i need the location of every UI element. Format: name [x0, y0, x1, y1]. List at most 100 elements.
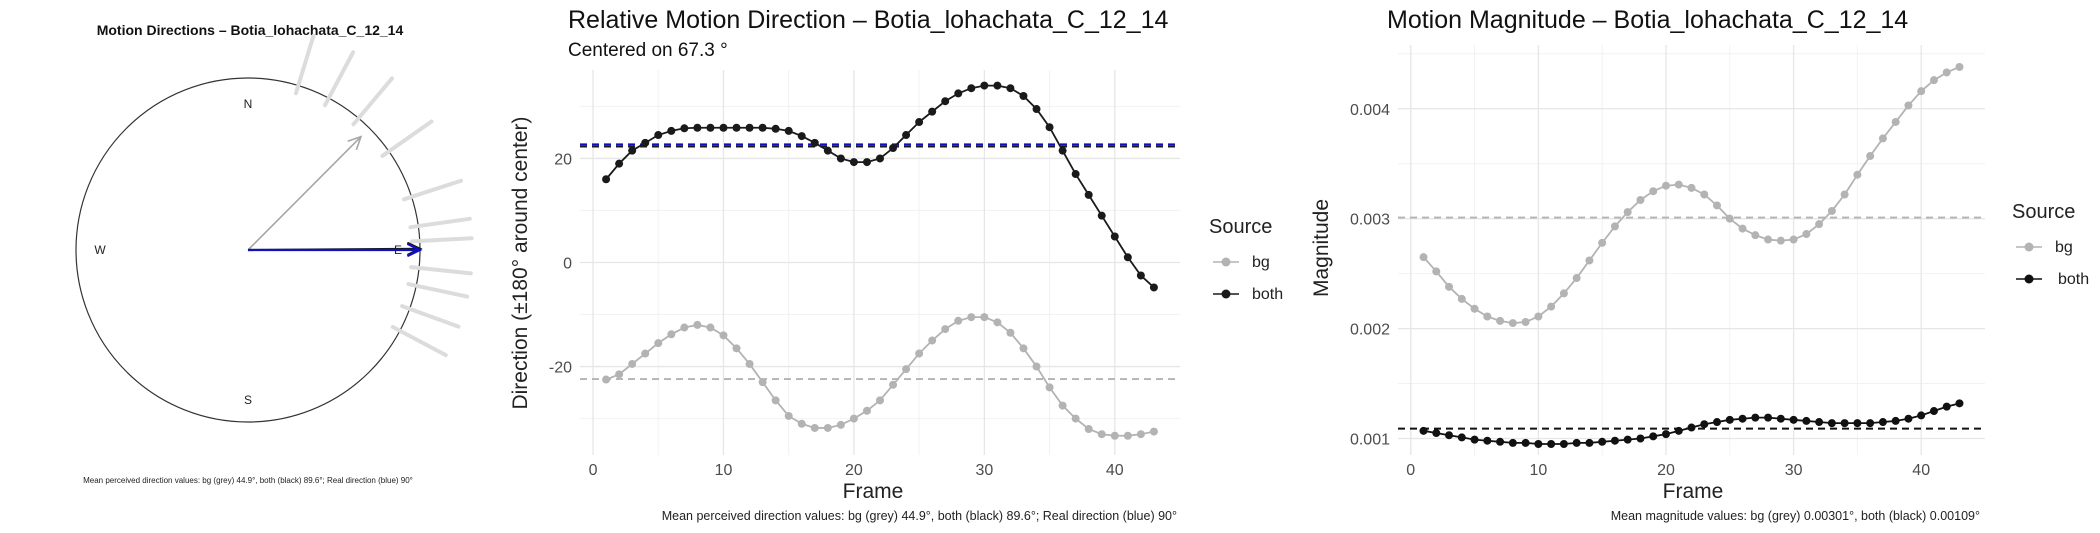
data-point-both [1827, 419, 1836, 428]
magnitude-legend-marker-bg [2024, 242, 2034, 252]
x-tick-label: 40 [1912, 462, 1930, 479]
data-point-both [628, 146, 637, 155]
magnitude-title: Motion Magnitude – Botia_lohachata_C_12_… [1387, 6, 1908, 34]
data-point-both [1432, 429, 1441, 438]
data-point-both [889, 144, 898, 153]
magnitude-series [1419, 62, 1964, 449]
x-tick-label: 20 [845, 462, 863, 479]
data-point-both [693, 123, 702, 132]
data-point-bg [810, 423, 819, 432]
data-point-both [1738, 414, 1747, 423]
data-point-both [1058, 146, 1067, 155]
data-point-both [993, 81, 1002, 90]
data-point-bg [1136, 430, 1145, 439]
data-point-bg [758, 378, 767, 387]
compass-outer-ray-7 [409, 265, 473, 276]
data-point-bg [1917, 87, 1926, 96]
data-point-both [1547, 440, 1556, 449]
data-point-bg [862, 406, 871, 415]
data-point-both [1929, 407, 1938, 416]
data-point-both [1623, 435, 1632, 444]
data-point-bg [849, 414, 858, 423]
data-point-both [1136, 271, 1145, 280]
data-point-bg [1496, 316, 1505, 325]
data-point-both [680, 124, 689, 133]
data-point-bg [1598, 238, 1607, 247]
data-point-both [719, 123, 728, 132]
data-point-bg [1419, 253, 1428, 262]
data-point-both [1751, 413, 1760, 422]
data-point-bg [1776, 236, 1785, 245]
data-point-both [902, 131, 911, 140]
data-point-bg [1032, 362, 1041, 371]
data-point-bg [1636, 195, 1645, 204]
direction-y-axis-title: Direction (±180° around center) [509, 116, 532, 409]
direction-title: Relative Motion Direction – Botia_lohach… [568, 6, 1168, 34]
data-point-both [1032, 105, 1041, 114]
data-point-bg [706, 323, 715, 332]
direction-legend-label-bg: bg [1252, 254, 1270, 271]
data-point-bg [602, 375, 611, 384]
data-point-bg [1470, 304, 1479, 313]
data-point-bg [902, 365, 911, 374]
data-point-both [641, 138, 650, 147]
data-point-both [654, 131, 663, 140]
data-point-both [1045, 123, 1054, 132]
data-point-bg [993, 318, 1002, 327]
data-point-bg [928, 336, 937, 345]
compass-outer-ray-9 [400, 304, 461, 329]
magnitude-tick-labels: 0 10 20 30 40 0.001 0.002 0.003 0.004 [1350, 102, 1930, 479]
data-point-bg [836, 420, 845, 429]
data-point-bg [641, 349, 650, 358]
data-point-bg [1045, 383, 1054, 392]
data-point-both [1483, 436, 1492, 445]
data-point-both [1853, 419, 1862, 428]
data-point-both [1866, 419, 1875, 428]
magnitude-y-axis-title: Magnitude [1310, 199, 1333, 297]
magnitude-legend: Source bg both [2012, 201, 2089, 288]
data-point-bg [693, 320, 702, 329]
data-point-bg [1929, 76, 1938, 85]
direction-legend-marker-bg [1221, 257, 1231, 267]
compass-title: Motion Directions – Botia_lohachata_C_12… [97, 22, 404, 38]
data-point-bg [1649, 187, 1658, 196]
y-tick-label: 0.001 [1350, 432, 1390, 449]
compass-outer-ray-0 [293, 33, 316, 96]
data-point-both [1955, 399, 1964, 408]
data-point-both [1661, 430, 1670, 439]
data-point-both [758, 123, 767, 132]
data-point-bg [784, 411, 793, 420]
magnitude-legend-marker-both [2024, 274, 2034, 284]
data-point-bg [1738, 224, 1747, 233]
data-point-bg [1534, 312, 1543, 321]
data-point-bg [1572, 274, 1581, 283]
data-point-bg [1764, 235, 1773, 244]
magnitude-gridlines [1398, 45, 1985, 455]
data-point-both [1674, 426, 1683, 435]
data-point-bg [1802, 230, 1811, 239]
data-point-both [1687, 423, 1696, 432]
data-point-both [1904, 414, 1913, 423]
x-tick-label: 10 [1529, 462, 1547, 479]
data-point-both [967, 84, 976, 93]
magnitude-legend-label-both: both [2058, 271, 2089, 288]
data-point-both [667, 126, 676, 135]
x-tick-label: 30 [1785, 462, 1803, 479]
data-point-both [1445, 431, 1454, 440]
data-point-both [1878, 418, 1887, 427]
data-point-both [1725, 415, 1734, 424]
data-point-both [1006, 84, 1015, 93]
data-point-both [1110, 232, 1119, 241]
compass-outer-ray-3 [380, 119, 434, 158]
data-point-bg [1559, 289, 1568, 298]
data-point-both [602, 175, 611, 184]
x-tick-label: 30 [975, 462, 993, 479]
compass-outer-ray-4 [401, 178, 464, 202]
data-point-bg [615, 370, 624, 379]
data-point-bg [1019, 344, 1028, 353]
compass-caption: Mean perceived direction values: bg (gre… [83, 476, 413, 485]
data-point-bg [1891, 117, 1900, 126]
data-point-both [1942, 402, 1951, 411]
data-point-bg [1661, 181, 1670, 190]
